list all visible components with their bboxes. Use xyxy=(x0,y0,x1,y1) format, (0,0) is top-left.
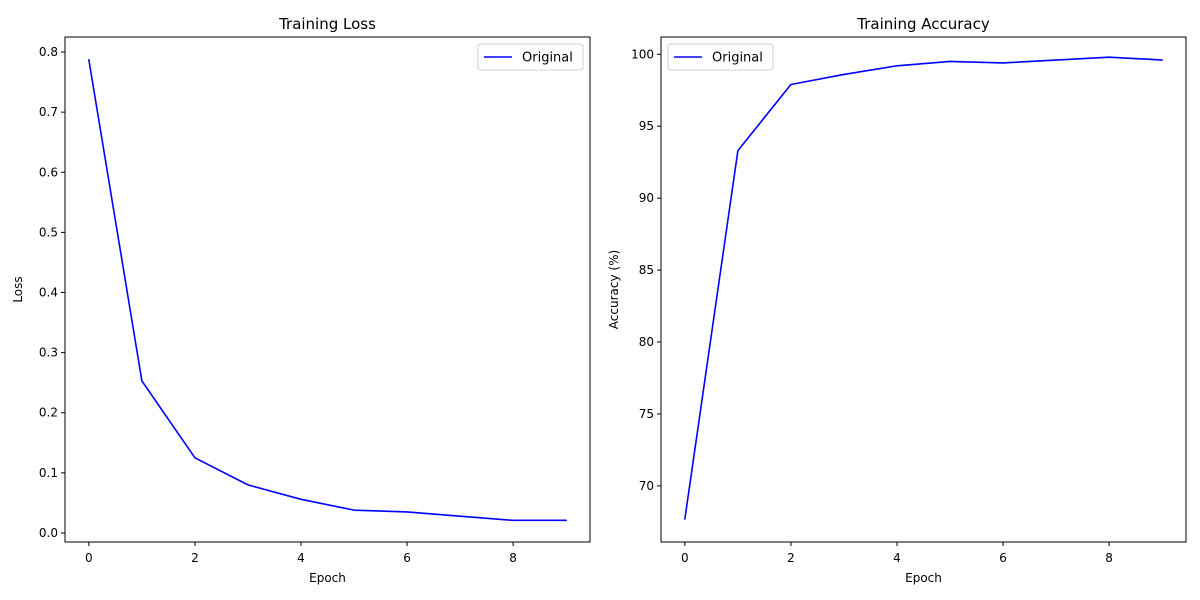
y-tick-label: 0.2 xyxy=(39,406,58,420)
y-axis-label: Accuracy (%) xyxy=(607,250,621,329)
y-tick-label: 0.6 xyxy=(39,165,58,179)
y-tick-label: 0.4 xyxy=(39,286,58,300)
x-tick-label: 8 xyxy=(1105,551,1113,565)
legend-label: Original xyxy=(712,51,763,66)
axes-frame xyxy=(64,36,591,543)
y-tick-label: 75 xyxy=(639,407,654,421)
y-tick-label: 0.3 xyxy=(39,346,58,360)
chart-title: Training Accuracy xyxy=(856,15,990,33)
tick-group: 0 2 4 6 8 0.0 0.1 0.2 0.3 0.4 0.5 0.6 0.7 0.8 xyxy=(39,45,517,565)
x-axis-label: Epoch xyxy=(309,571,346,585)
x-tick-label: 6 xyxy=(403,551,411,565)
series-group xyxy=(88,59,567,522)
legend-box xyxy=(477,43,584,71)
legend-box xyxy=(667,43,774,71)
legend-label: Original xyxy=(522,51,573,66)
x-tick-label: 2 xyxy=(787,551,795,565)
x-tick-label: 0 xyxy=(681,551,689,565)
y-tick-label: 95 xyxy=(639,119,654,133)
x-axis-label: Epoch xyxy=(905,571,942,585)
series-line-original xyxy=(88,59,567,522)
y-tick-label: 0.8 xyxy=(39,45,58,59)
y-tick-label: 0.5 xyxy=(39,225,58,239)
x-tick-label: 8 xyxy=(509,551,517,565)
x-tick-label: 2 xyxy=(191,551,199,565)
y-tick-label: 0.7 xyxy=(39,105,58,119)
y-tick-label: 0.1 xyxy=(39,466,58,480)
legend: Original xyxy=(667,43,774,71)
y-tick-label: 100 xyxy=(631,47,654,61)
y-tick-label: 85 xyxy=(639,263,654,277)
chart-title: Training Loss xyxy=(278,15,376,33)
y-tick-label: 70 xyxy=(639,479,654,493)
series-line-original xyxy=(684,56,1163,520)
loss-chart-panel: Training Loss Epoch Loss 0 2 4 6 80.00.10.20… xyxy=(11,15,591,585)
y-tick-label: 90 xyxy=(639,191,654,205)
tick-group: 0 2 4 6 8 70 75 80 85 90 95 100 xyxy=(631,47,1113,565)
x-tick-label: 6 xyxy=(999,551,1007,565)
x-tick-label: 4 xyxy=(893,551,901,565)
axes-frame xyxy=(660,36,1187,543)
x-tick-label: 0 xyxy=(85,551,93,565)
y-axis-label: Loss xyxy=(11,276,25,302)
series-group xyxy=(684,56,1163,520)
y-tick-label: 80 xyxy=(639,335,654,349)
legend: Original xyxy=(477,43,584,71)
accuracy-chart-panel: Training Accuracy Epoch Accuracy (%) 0 2 4… xyxy=(607,15,1187,585)
y-tick-label: 0.0 xyxy=(39,526,58,540)
x-tick-label: 4 xyxy=(297,551,305,565)
